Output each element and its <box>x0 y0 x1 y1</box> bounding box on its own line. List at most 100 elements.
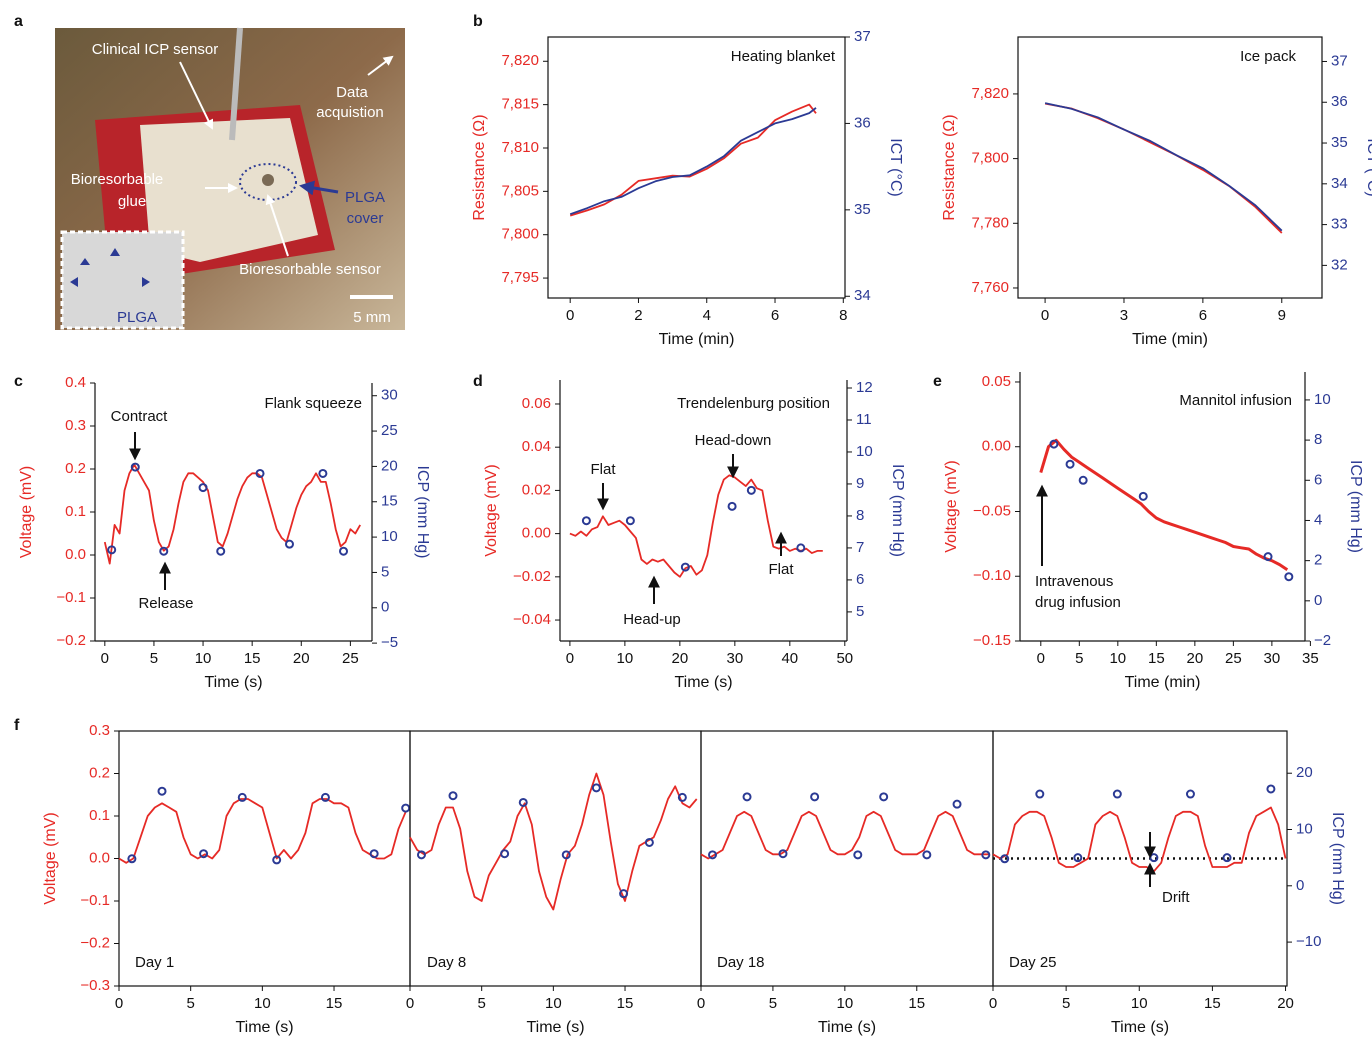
x-tick-label: 15 <box>617 995 634 1012</box>
data-point <box>591 783 601 793</box>
data-line <box>1044 102 1283 232</box>
data-point <box>1035 789 1045 799</box>
x-tick-label: 5 <box>1075 650 1083 667</box>
chart: 0 5 10 15 20 25 30 35 −0.15 −0.10 −0.05 0.00 0.05 −2 0… <box>943 372 1364 691</box>
y-tick-label: 0.02 <box>522 481 551 498</box>
x-tick-label: 30 <box>726 650 743 667</box>
x-tick-label: 5 <box>150 650 158 667</box>
x-tick-label: 5 <box>478 995 486 1012</box>
data-point <box>727 501 737 511</box>
y-axis-label: Voltage (mV) <box>18 466 35 558</box>
data-line <box>569 107 817 216</box>
y-tick-label: 0.3 <box>65 417 86 434</box>
data-line <box>569 103 817 217</box>
data-point <box>199 849 209 859</box>
y2-tick-label: 10 <box>381 528 398 545</box>
x-tick-label: 20 <box>1277 995 1294 1012</box>
arrow <box>179 61 214 130</box>
x-tick-label: 15 <box>1148 650 1165 667</box>
y2-tick-label: 6 <box>1314 471 1322 488</box>
photo-label: PLGA <box>345 189 385 206</box>
chart-title: Day 25 <box>1009 954 1057 971</box>
y2-tick-label: 25 <box>381 422 398 439</box>
y-tick-label: 7,800 <box>501 226 539 243</box>
x-tick-label: 15 <box>908 995 925 1012</box>
data-point <box>680 562 690 572</box>
y-tick-label: −0.2 <box>80 934 110 951</box>
data-point <box>810 792 820 802</box>
x-tick-label: 10 <box>195 650 212 667</box>
x-tick-label: 15 <box>1204 995 1221 1012</box>
x-tick-label: 5 <box>1062 995 1070 1012</box>
chart: 0 5 10 15 Time (s) Day 8 <box>406 730 702 1036</box>
data-point <box>401 803 411 813</box>
data-point <box>746 485 756 495</box>
data-line <box>118 798 407 864</box>
y2-tick-label: 10 <box>1296 820 1313 837</box>
sensor <box>262 174 274 186</box>
data-point <box>318 468 328 478</box>
x-tick-label: 10 <box>1109 650 1126 667</box>
panel-label: b <box>473 13 483 30</box>
annotation: Flat <box>768 561 794 578</box>
x-tick-label: 10 <box>254 995 271 1012</box>
data-point <box>581 516 591 526</box>
y2-tick-label: −10 <box>1296 933 1321 950</box>
data-line <box>1044 102 1283 234</box>
x-tick-label: 5 <box>187 995 195 1012</box>
y-tick-label: −0.15 <box>973 632 1011 649</box>
y2-tick-label: 8 <box>856 507 864 524</box>
y2-axis-label: ICP (mm Hg) <box>889 464 906 557</box>
y-tick-label: −0.05 <box>973 502 1011 519</box>
y-tick-label: −0.1 <box>80 892 110 909</box>
data-point <box>922 850 932 860</box>
photo-label: Data <box>336 84 368 101</box>
chart: 0 10 20 30 40 50 −0.04 −0.02 0.00 0.02 0.04 0.06 5 6 7… <box>483 379 906 691</box>
y-tick-label: 0.4 <box>65 374 86 391</box>
y-tick-label: 0.3 <box>89 722 110 739</box>
data-point <box>159 546 169 556</box>
x-tick-label: 20 <box>1187 650 1204 667</box>
data-line <box>103 463 361 565</box>
data-point <box>127 854 137 864</box>
annotation: Drift <box>1162 889 1190 906</box>
x-tick-label: 2 <box>634 307 642 324</box>
y-tick-label: 7,820 <box>971 85 1009 102</box>
y-tick-label: 7,810 <box>501 139 539 156</box>
data-point <box>853 850 863 860</box>
x-tick-label: 0 <box>101 650 109 667</box>
photo-label: glue <box>118 193 146 210</box>
chart-title: Trendelenburg position <box>677 395 830 412</box>
x-tick-label: 6 <box>771 307 779 324</box>
chart: 0 5 10 15 20 −10 0 10 20 Time (s) ICP (mm Hg) Day 2… <box>989 730 1346 1036</box>
plot-frame <box>547 36 846 299</box>
y2-tick-label: 8 <box>1314 431 1322 448</box>
data-point <box>1263 552 1273 562</box>
x-tick-label: 30 <box>1264 650 1281 667</box>
y2-tick-label: 32 <box>1331 256 1348 273</box>
y-tick-label: 0.0 <box>65 546 86 563</box>
chart: 0 2 4 6 8 7,795 7,800 7,805 7,810 7,815 7,820 34 35 3… <box>471 28 904 348</box>
x-tick-label: 25 <box>1225 650 1242 667</box>
y-tick-label: 7,795 <box>501 269 539 286</box>
y2-tick-label: 2 <box>1314 552 1322 569</box>
data-point <box>1065 459 1075 469</box>
data-point <box>1222 853 1232 863</box>
chart-title: Flank squeeze <box>264 395 362 412</box>
data-line <box>1039 438 1289 572</box>
x-axis-label: Time (min) <box>659 331 735 348</box>
y2-tick-label: 6 <box>856 571 864 588</box>
x-axis-label: Time (s) <box>818 1019 876 1036</box>
plot-frame <box>409 730 702 987</box>
chart-title: Mannitol infusion <box>1179 392 1292 409</box>
y-tick-label: −0.2 <box>56 632 86 649</box>
y2-tick-label: 37 <box>854 28 871 45</box>
data-point <box>1284 572 1294 582</box>
data-point <box>625 516 635 526</box>
inset-markers <box>70 248 150 287</box>
y2-tick-label: −5 <box>381 634 398 651</box>
plot-frame <box>118 730 411 987</box>
data-point <box>879 792 889 802</box>
data-point <box>1138 491 1148 501</box>
data-point <box>237 792 247 802</box>
